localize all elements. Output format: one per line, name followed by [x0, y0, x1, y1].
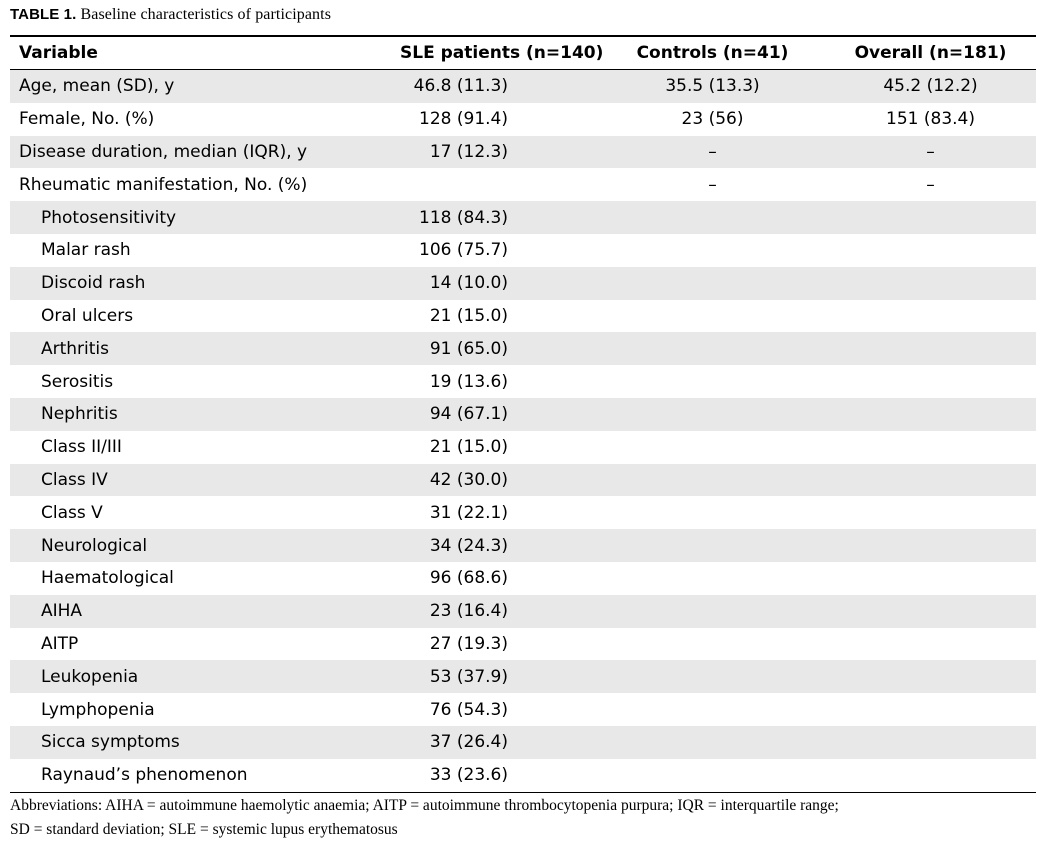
table-caption: TABLE 1. Baseline characteristics of par… — [10, 6, 331, 24]
cell-variable: Class IV — [41, 469, 108, 490]
cell-sle-patients: 106 (75.7) — [419, 240, 508, 261]
table-row: Malar rash 106 (75.7) — [10, 234, 1036, 267]
footnote-line-1: Abbreviations: AIHA = autoimmune haemoly… — [10, 797, 839, 814]
cell-overall: – — [926, 174, 935, 195]
table-row: Serositis 19 (13.6) — [10, 365, 1036, 398]
table-row: AITP 27 (19.3) — [10, 628, 1036, 661]
cell-overall: 45.2 (12.2) — [883, 76, 978, 97]
cell-sle-patients: 33 (23.6) — [429, 765, 508, 786]
cell-controls: – — [708, 174, 717, 195]
cell-sle-patients: 118 (84.3) — [419, 207, 508, 228]
cell-variable: Arthritis — [41, 338, 110, 359]
cell-sle-patients: 31 (22.1) — [429, 502, 508, 523]
cell-variable: Class V — [41, 502, 103, 523]
cell-sle-patients: 27 (19.3) — [429, 633, 508, 654]
header-sle-patients: SLE patients (n=140) — [400, 43, 604, 63]
table-row: Photosensitivity 118 (84.3) — [10, 201, 1036, 234]
table-row: Leukopenia 53 (37.9) — [10, 660, 1036, 694]
cell-sle-patients: 53 (37.9) — [429, 666, 508, 687]
cell-sle-patients: 96 (68.6) — [429, 568, 508, 589]
cell-variable: Female, No. (%) — [19, 109, 155, 130]
table-row: Arthritis 91 (65.0) — [10, 332, 1036, 366]
cell-controls: 23 (56) — [681, 109, 744, 130]
cell-variable: AIHA — [41, 601, 83, 622]
cell-sle-patients: 14 (10.0) — [429, 273, 508, 294]
cell-variable: Disease duration, median (IQR), y — [19, 141, 308, 162]
cell-variable: Photosensitivity — [41, 207, 177, 228]
cell-variable: Lymphopenia — [41, 699, 155, 720]
header-overall: Overall (n=181) — [854, 43, 1007, 63]
table-row: Discoid rash 14 (10.0) — [10, 266, 1036, 300]
cell-sle-patients: 23 (16.4) — [429, 601, 508, 622]
cell-variable: Serositis — [41, 371, 114, 392]
cell-variable: Class II/III — [41, 437, 122, 458]
table-row: Sicca symptoms 37 (26.4) — [10, 725, 1036, 759]
table-footnote: Abbreviations: AIHA = autoimmune haemoly… — [10, 794, 1040, 842]
cell-sle-patients: 21 (15.0) — [429, 437, 508, 458]
cell-sle-patients: 42 (30.0) — [429, 469, 508, 490]
table-row: Disease duration, median (IQR), y 17 (12.… — [10, 135, 1036, 169]
cell-controls: – — [708, 141, 717, 162]
baseline-characteristics-table: Variable SLE patients (n=140) Controls (… — [10, 35, 1036, 793]
cell-variable: Malar rash — [41, 240, 131, 261]
table-row: Class IV 42 (30.0) — [10, 463, 1036, 497]
table-row: Raynaud’s phenomenon 33 (23.6) — [10, 759, 1036, 792]
cell-variable: Nephritis — [41, 404, 118, 425]
table-row: Lymphopenia 76 (54.3) — [10, 693, 1036, 726]
table-row: Oral ulcers 21 (15.0) — [10, 300, 1036, 333]
table-row: Class V 31 (22.1) — [10, 496, 1036, 529]
cell-sle-patients: 91 (65.0) — [429, 338, 508, 359]
table-row: Haematological 96 (68.6) — [10, 562, 1036, 595]
cell-variable: Sicca symptoms — [41, 732, 180, 753]
cell-sle-patients: 76 (54.3) — [429, 699, 508, 720]
cell-variable: Haematological — [41, 568, 174, 589]
table-row: AIHA 23 (16.4) — [10, 594, 1036, 628]
cell-sle-patients: 34 (24.3) — [429, 535, 508, 556]
cell-variable: AITP — [41, 633, 79, 654]
table-row: Nephritis 94 (67.1) — [10, 397, 1036, 431]
cell-variable: Discoid rash — [41, 273, 146, 294]
cell-variable: Neurological — [41, 535, 148, 556]
cell-sle-patients: 17 (12.3) — [429, 141, 508, 162]
cell-overall: 151 (83.4) — [886, 109, 975, 130]
cell-overall: – — [926, 141, 935, 162]
table-row: Class II/III 21 (15.0) — [10, 431, 1036, 464]
cell-sle-patients: 19 (13.6) — [429, 371, 508, 392]
cell-variable: Rheumatic manifestation, No. (%) — [19, 174, 308, 195]
cell-sle-patients: 21 (15.0) — [429, 305, 508, 326]
table-header-row: Variable SLE patients (n=140) Controls (… — [10, 37, 1036, 70]
table-body: Age, mean (SD), y 46.8 (11.3) 35.5 (13.3) 4… — [10, 70, 1036, 792]
table-caption-label: TABLE 1. — [10, 6, 77, 23]
header-variable: Variable — [19, 43, 98, 63]
cell-variable: Raynaud’s phenomenon — [41, 765, 248, 786]
table-caption-text: Baseline characteristics of participants — [80, 6, 332, 23]
table-row: Age, mean (SD), y 46.8 (11.3) 35.5 (13.3) 4… — [10, 70, 1036, 103]
cell-sle-patients: 128 (91.4) — [419, 109, 508, 130]
cell-sle-patients: 37 (26.4) — [429, 732, 508, 753]
cell-sle-patients: 46.8 (11.3) — [413, 76, 508, 97]
cell-sle-patients: 94 (67.1) — [429, 404, 508, 425]
cell-variable: Age, mean (SD), y — [19, 76, 175, 97]
header-controls: Controls (n=41) — [636, 43, 789, 63]
footnote-line-2: SD = standard deviation; SLE = systemic … — [10, 821, 398, 838]
table-row: Rheumatic manifestation, No. (%) – – — [10, 168, 1036, 201]
table-row: Female, No. (%) 128 (91.4) 23 (56) 151 (83.… — [10, 103, 1036, 136]
cell-variable: Leukopenia — [41, 666, 139, 687]
table-row: Neurological 34 (24.3) — [10, 529, 1036, 562]
cell-variable: Oral ulcers — [41, 305, 134, 326]
cell-controls: 35.5 (13.3) — [665, 76, 760, 97]
